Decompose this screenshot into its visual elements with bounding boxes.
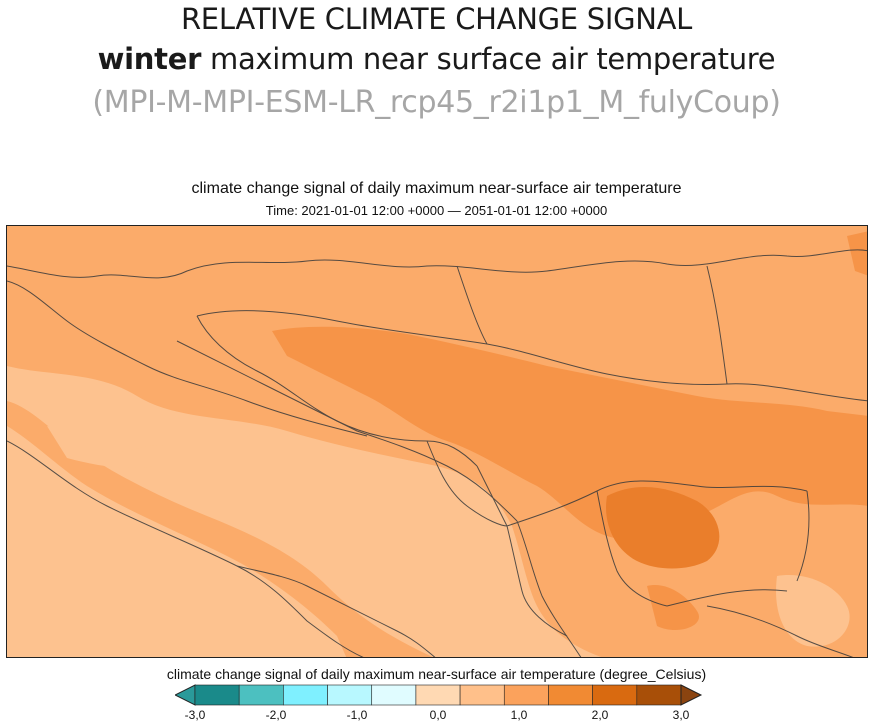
colorbar-title: climate change signal of daily maximum n… [166, 666, 707, 682]
colorbar-tick: -1,0 [346, 708, 368, 722]
plot-title: climate change signal of daily maximum n… [191, 180, 682, 197]
header-line-1: RELATIVE CLIMATE CHANGE SIGNAL [180, 2, 693, 36]
map-canvas [7, 226, 867, 657]
map-light-italy [7, 426, 347, 657]
colorbar-cell [636, 684, 682, 706]
plot-time-range: Time: 2021-01-01 12:00 +0000 — 2051-01-0… [265, 203, 608, 218]
map-light-aegean [776, 575, 850, 647]
colorbar-above-arrow [680, 684, 703, 706]
colorbar-cell [371, 684, 417, 706]
header-variable: maximum near surface air temperature [201, 42, 776, 76]
map-dark-patch [647, 585, 699, 631]
colorbar [175, 684, 703, 706]
colorbar-cell [592, 684, 638, 706]
colorbar-tick: 0,0 [429, 708, 447, 722]
colorbar-cell [238, 684, 284, 706]
colorbar-cell [327, 684, 373, 706]
colorbar-below-arrow [175, 684, 196, 706]
colorbar-tick: -2,0 [265, 708, 287, 722]
map-hot-spot [606, 486, 720, 569]
map-dark-region [272, 326, 867, 539]
map-dark-corner [847, 231, 867, 276]
colorbar-cell [459, 684, 505, 706]
colorbar-cell [283, 684, 328, 706]
colorbar-cell [194, 684, 240, 706]
climate-map [6, 225, 868, 658]
colorbar-cells [194, 684, 682, 706]
colorbar-cell [415, 684, 461, 706]
colorbar-cell [548, 684, 593, 706]
colorbar-tick: 3,0 [672, 708, 690, 722]
colorbar-tick: 2,0 [591, 708, 609, 722]
colorbar-tick: -3,0 [184, 708, 206, 722]
colorbar-cell [503, 684, 549, 706]
header-line-2: winter maximum near surface air temperat… [0, 42, 873, 76]
header-season: winter [97, 42, 202, 76]
header-model: (MPI-M-MPI-ESM-LR_rcp45_r2i1p1_M_fulyCou… [92, 85, 781, 120]
country-borders [7, 249, 867, 657]
map-light-patch [47, 426, 167, 469]
colorbar-tick: 1,0 [510, 708, 528, 722]
